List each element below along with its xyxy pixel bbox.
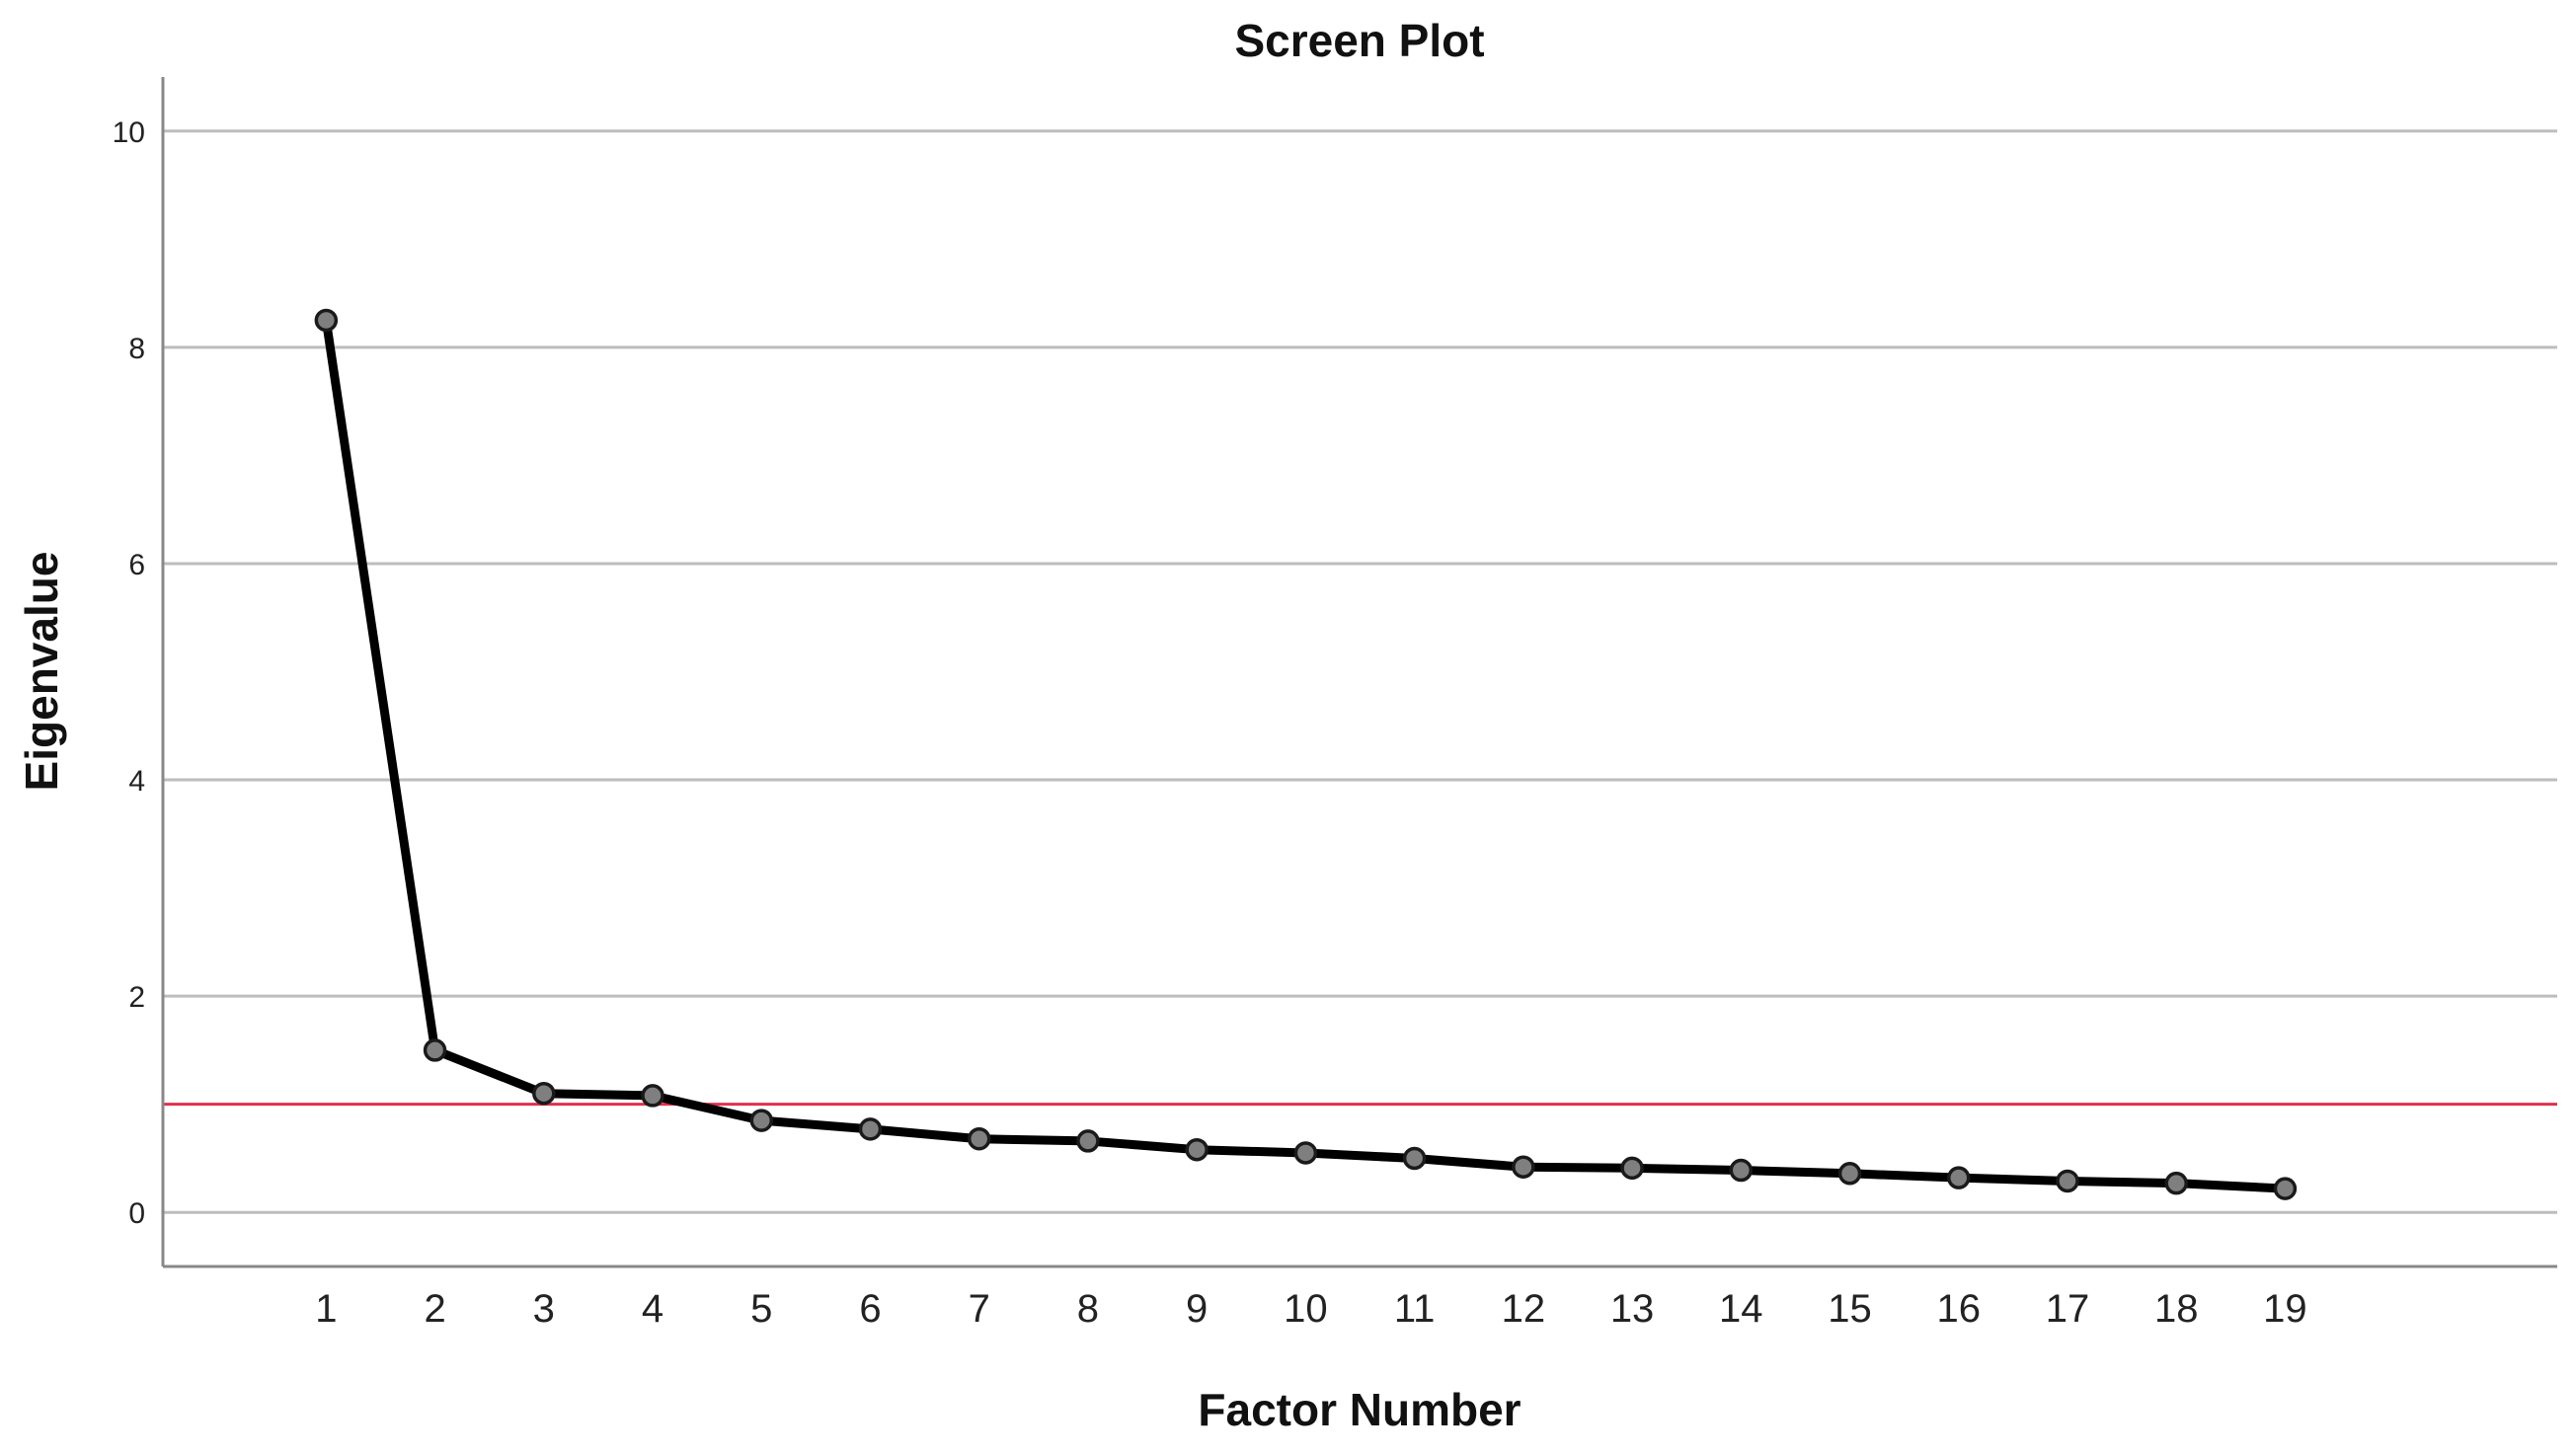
x-tick-label-13: 13 [1610, 1287, 1655, 1331]
y-tick-label-10: 10 [113, 116, 145, 149]
x-axis-title: Factor Number [1198, 1384, 1521, 1435]
data-point-5 [749, 1109, 773, 1132]
data-point-2 [423, 1038, 447, 1062]
x-tick-label-17: 17 [2046, 1287, 2090, 1331]
data-series [314, 308, 2298, 1200]
x-tick-label-3: 3 [533, 1287, 555, 1331]
x-tick-label-14: 14 [1719, 1287, 1763, 1331]
data-point-14 [1729, 1158, 1754, 1183]
data-point-8 [1076, 1129, 1100, 1153]
x-tick-label-15: 15 [1828, 1287, 1872, 1331]
y-tick-label-4: 4 [128, 765, 145, 798]
data-point-16 [1947, 1166, 1971, 1189]
x-tick-label-7: 7 [969, 1287, 990, 1331]
data-point-12 [1512, 1155, 1535, 1179]
x-tick-label-16: 16 [1937, 1287, 1982, 1331]
x-tick-label-18: 18 [2154, 1287, 2199, 1331]
x-tick-label-5: 5 [750, 1287, 772, 1331]
data-point-11 [1402, 1146, 1427, 1171]
x-tick-label-12: 12 [1502, 1287, 1546, 1331]
axes [161, 77, 2557, 1268]
data-point-9 [1185, 1137, 1209, 1162]
data-point-15 [1837, 1162, 1862, 1186]
x-tick-label-2: 2 [424, 1287, 445, 1331]
y-tick-label-6: 6 [128, 549, 145, 581]
y-tick-label-8: 8 [128, 333, 145, 365]
x-tick-label-10: 10 [1284, 1287, 1328, 1331]
x-tick-label-4: 4 [642, 1287, 663, 1331]
data-point-17 [2056, 1169, 2079, 1193]
x-tick-label-9: 9 [1186, 1287, 1208, 1331]
y-tick-labels: 0 2 4 6 8 10 [113, 116, 145, 1230]
x-tick-label-6: 6 [859, 1287, 881, 1331]
data-point-7 [967, 1126, 991, 1151]
y-axis-title: Eigenvalue [16, 552, 67, 792]
x-tick-labels: 1 2 3 4 5 6 7 8 9 10 11 12 13 14 15 16 17 18 19 [315, 1287, 2306, 1331]
data-point-6 [858, 1117, 883, 1141]
chart-title: Screen Plot [1234, 15, 1484, 66]
y-tick-label-0: 0 [128, 1197, 145, 1230]
x-tick-label-11: 11 [1394, 1287, 1436, 1331]
data-point-4 [641, 1084, 664, 1108]
x-tick-label-8: 8 [1077, 1287, 1099, 1331]
data-point-19 [2273, 1177, 2298, 1200]
x-tick-label-1: 1 [315, 1287, 337, 1331]
data-point-3 [532, 1081, 556, 1106]
data-point-10 [1293, 1141, 1318, 1165]
y-tick-label-2: 2 [128, 981, 145, 1014]
data-point-1 [314, 308, 339, 333]
data-point-18 [2164, 1171, 2188, 1195]
gridlines [163, 129, 2557, 1214]
data-point-13 [1620, 1156, 1644, 1181]
x-tick-label-19: 19 [2263, 1287, 2307, 1331]
